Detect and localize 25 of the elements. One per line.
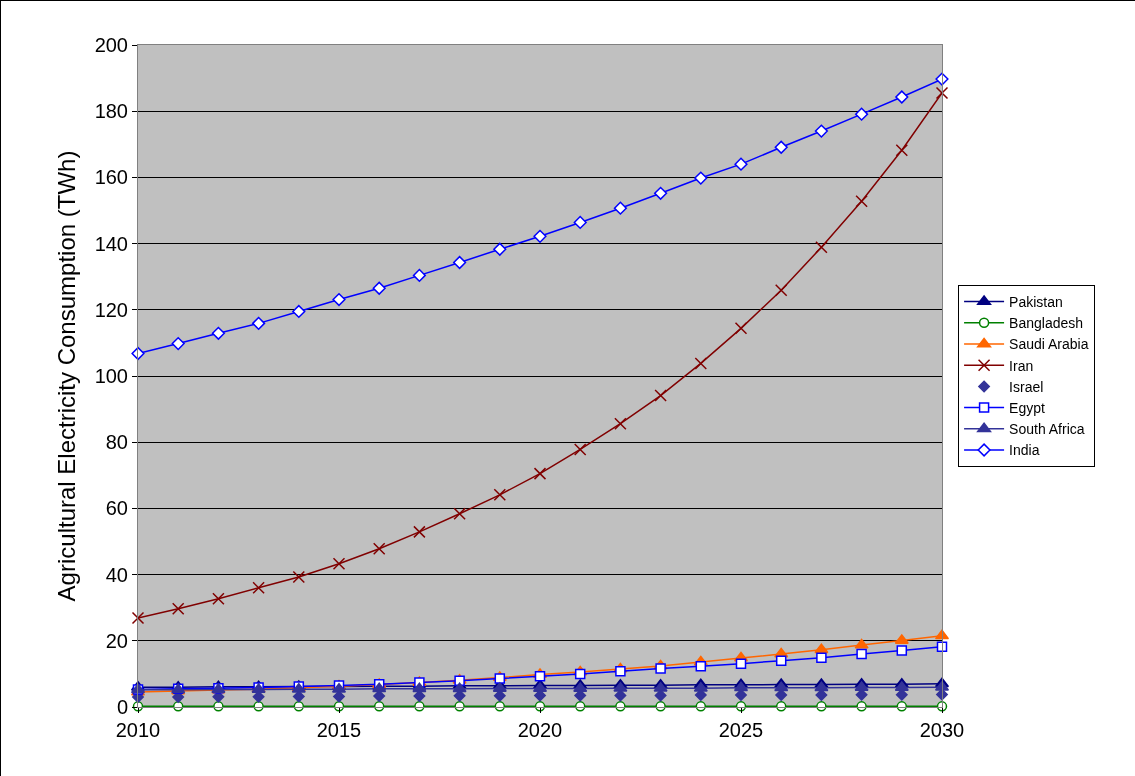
y-tick-label: 20: [105, 629, 128, 652]
legend-label: Saudi Arabia: [1009, 336, 1089, 353]
y-tick-label: 80: [105, 431, 128, 454]
y-tick-label: 160: [94, 166, 128, 189]
legend-label: Israel: [1009, 378, 1044, 395]
y-axis-title: Agricultural Electricity Consumption (TWh): [52, 150, 80, 602]
y-tick-label: 200: [94, 34, 128, 56]
legend-label: Pakistan: [1009, 294, 1063, 311]
y-tick-label: 100: [94, 365, 128, 387]
legend-label: South Africa: [1009, 421, 1085, 438]
y-tick-label: 60: [105, 497, 128, 520]
y-tick-label: 140: [94, 232, 128, 255]
x-tick-label: 2020: [517, 719, 563, 741]
y-tick-label: 120: [94, 298, 128, 321]
legend-label: Bangladesh: [1009, 315, 1084, 332]
x-tick-label: 2025: [718, 719, 764, 741]
y-tick-label: 40: [105, 563, 128, 586]
y-tick-label: 0: [116, 696, 128, 718]
x-tick-label: 2010: [115, 719, 161, 741]
legend-label: Egypt: [1009, 400, 1045, 417]
y-tick-label: 180: [94, 100, 128, 123]
x-tick-label: 2030: [919, 719, 965, 741]
legend-label: India: [1009, 442, 1040, 459]
x-tick-label: 2015: [316, 719, 362, 741]
legend-label: Iran: [1009, 357, 1034, 374]
